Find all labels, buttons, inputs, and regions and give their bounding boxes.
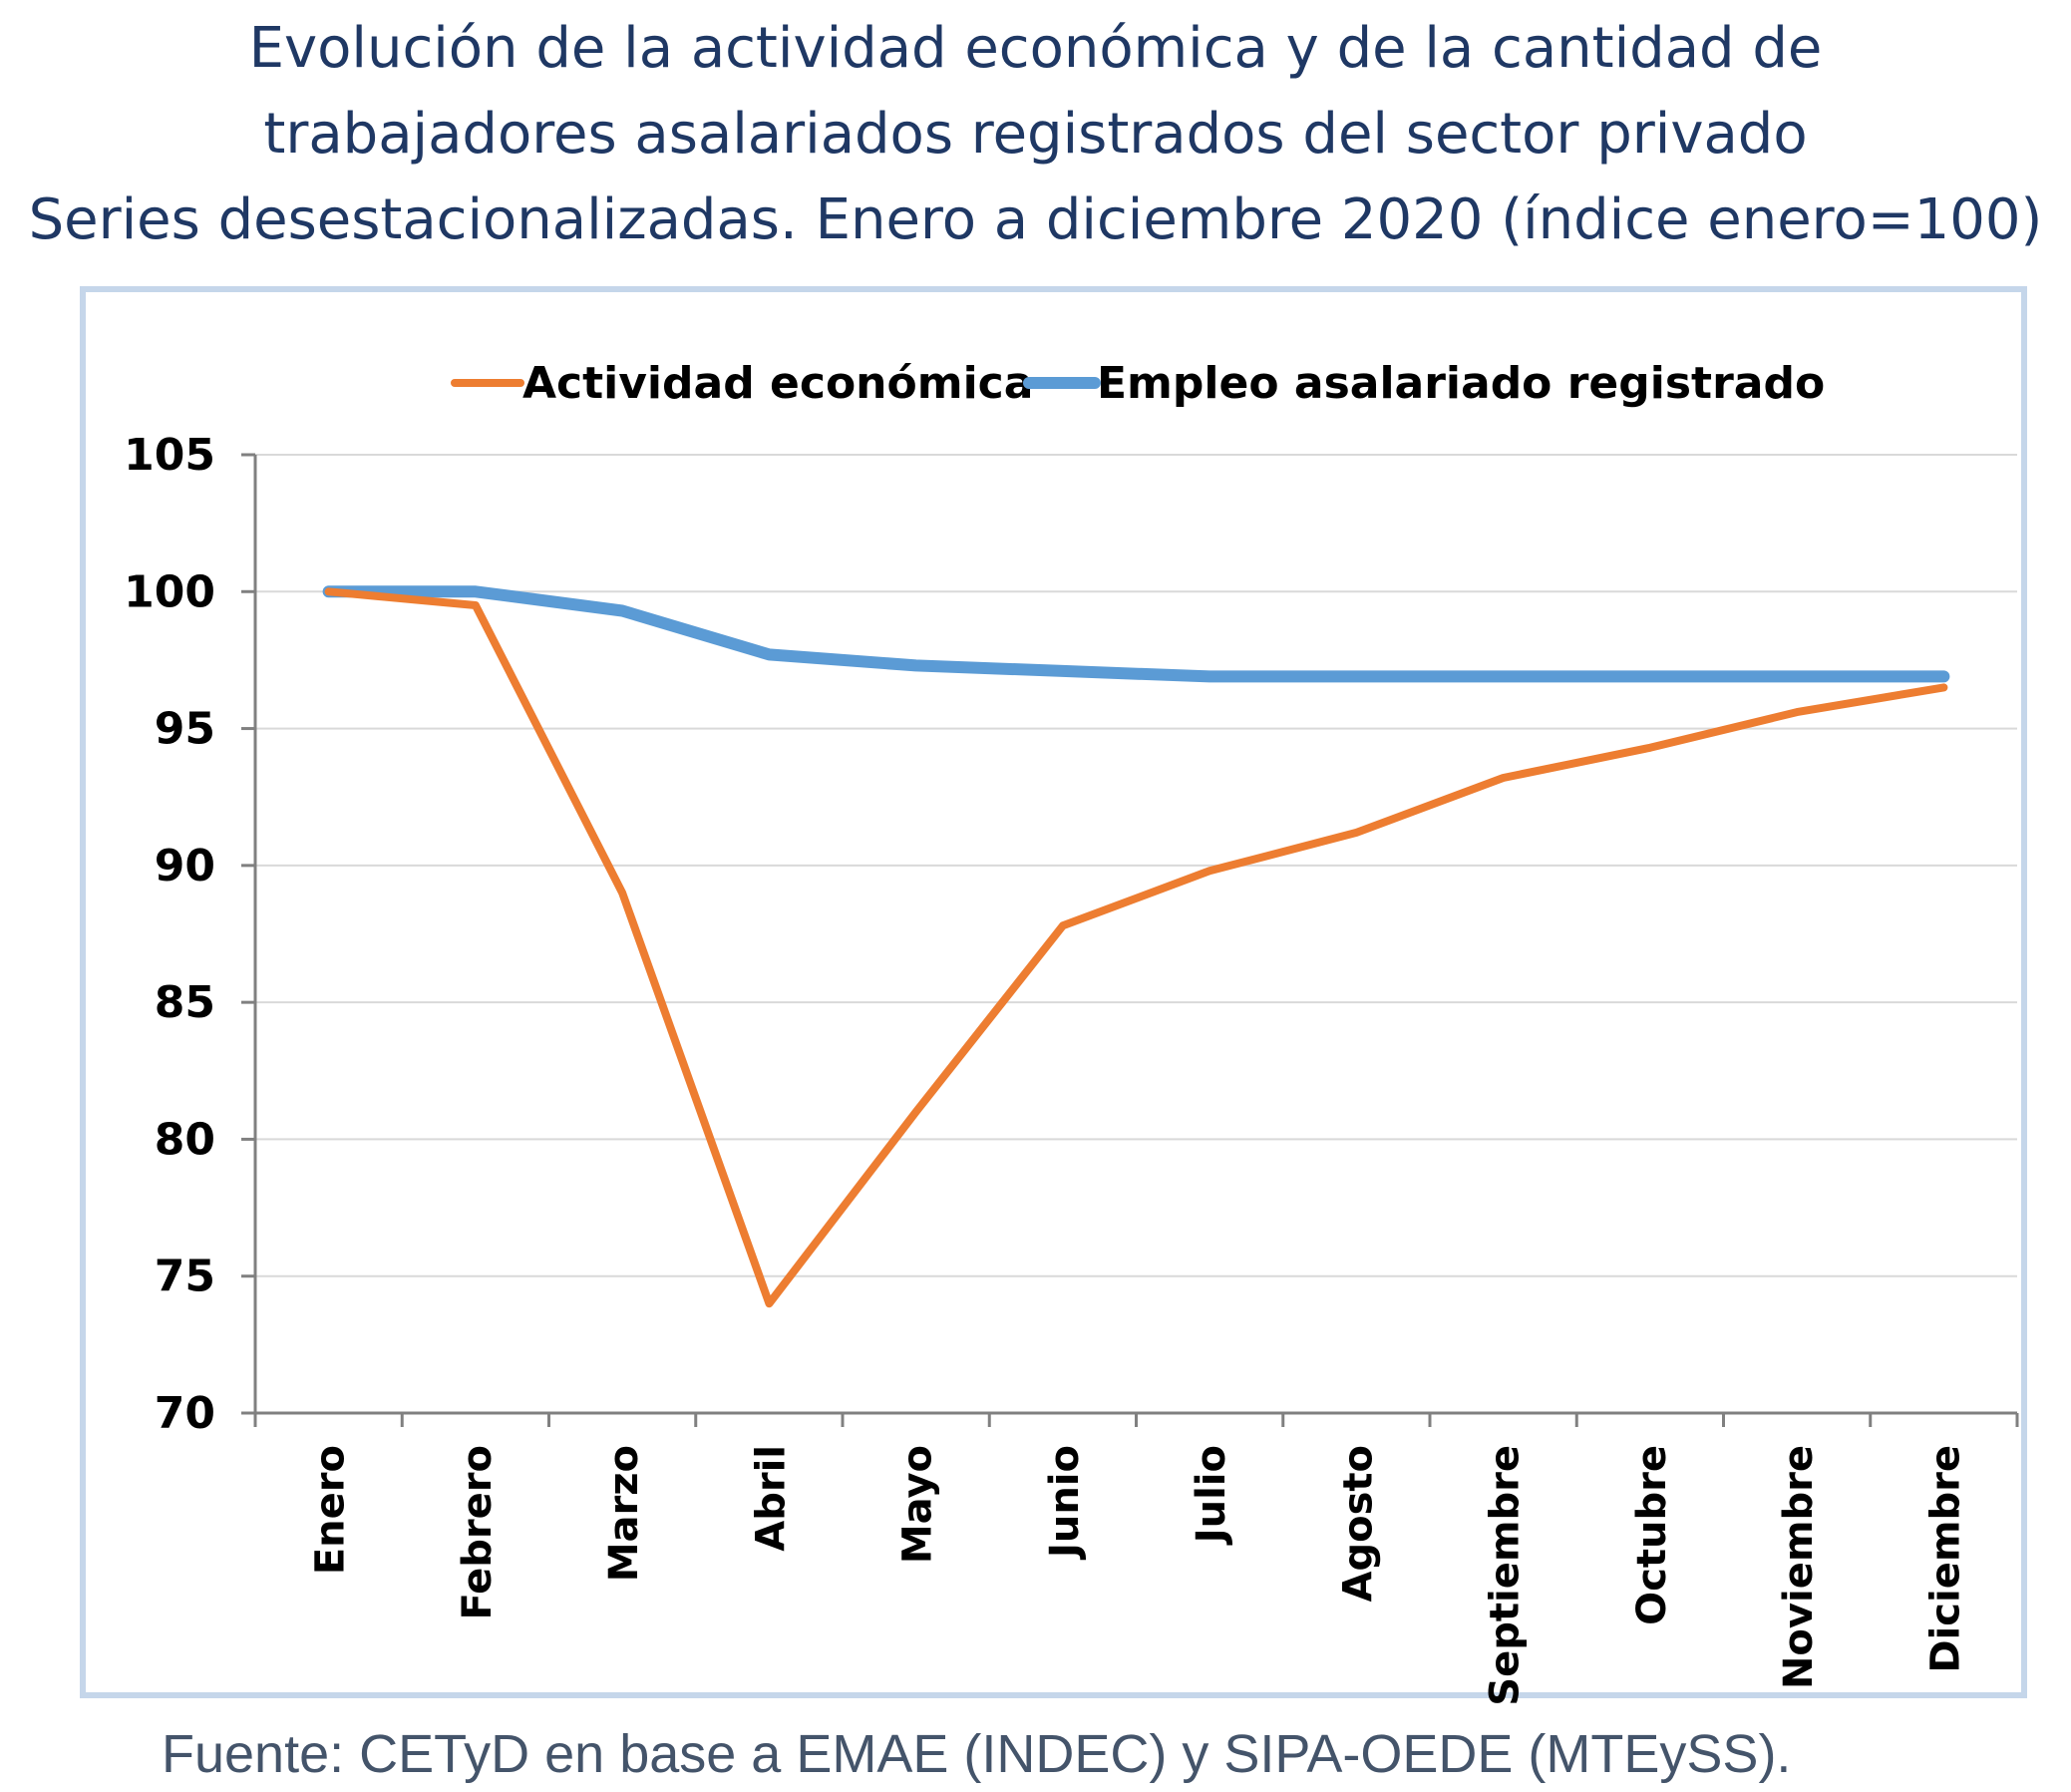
y-tick-label: 70 — [155, 1388, 215, 1439]
title-line-3: Series desestacionalizadas. Enero a dici… — [28, 187, 2043, 252]
series-line-actividad — [324, 587, 1948, 1308]
source-note: Fuente: CETyD en base a EMAE (INDEC) y S… — [162, 1724, 1792, 1784]
x-tick-label: Diciembre — [1922, 1445, 1968, 1673]
y-tick-label: 95 — [155, 704, 215, 755]
x-tick-label: Abril — [748, 1445, 794, 1552]
chart-title: Evolución de la actividad económica y de… — [0, 6, 2071, 263]
chart-frame — [80, 286, 2027, 1698]
y-tick-label: 75 — [155, 1252, 215, 1302]
title-line-1: Evolución de la actividad económica y de… — [248, 16, 1823, 81]
title-line-2: trabajadores asalariados registrados del… — [263, 102, 1808, 167]
x-tick-label: Febrero — [455, 1445, 501, 1620]
y-tick-label: 80 — [155, 1114, 215, 1165]
x-tick-label: Julio — [1189, 1445, 1234, 1546]
x-tick-label: Noviembre — [1776, 1445, 1822, 1689]
x-tick-label: Mayo — [895, 1445, 941, 1564]
y-tick-label: 85 — [155, 977, 215, 1028]
y-tick-label: 90 — [155, 841, 215, 892]
legend-label: Empleo asalariado registrado — [1097, 358, 1825, 409]
y-tick-label: 100 — [124, 566, 215, 617]
x-tick-label: Agosto — [1335, 1445, 1381, 1602]
x-tick-label: Octubre — [1629, 1445, 1675, 1625]
x-tick-label: Junio — [1042, 1445, 1088, 1561]
x-tick-label: Enero — [308, 1445, 354, 1575]
x-tick-label: Marzo — [601, 1445, 647, 1582]
y-tick-label: 105 — [124, 430, 215, 481]
legend-label: Actividad económica — [522, 358, 1033, 409]
x-tick-label: Septiembre — [1483, 1445, 1529, 1706]
series-line-empleo — [322, 585, 1950, 683]
